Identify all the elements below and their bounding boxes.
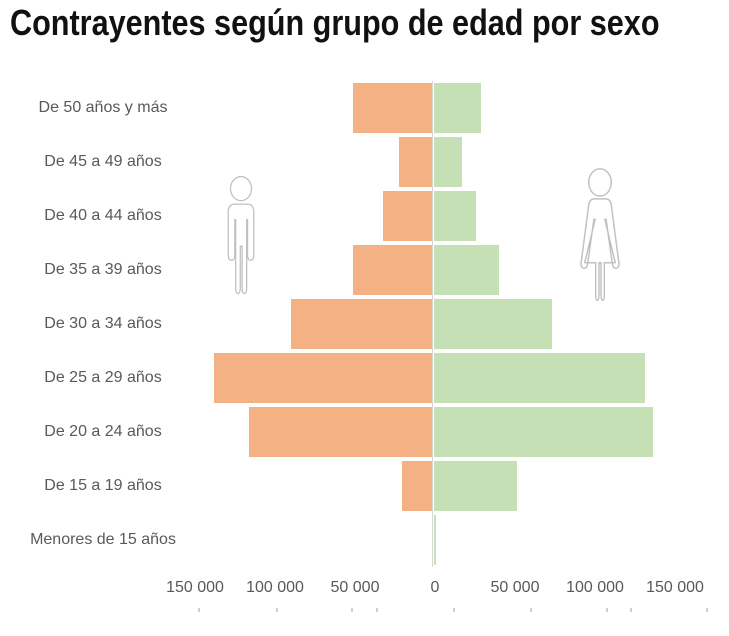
male-bar — [213, 353, 433, 403]
axis-minor-tick — [453, 608, 455, 612]
pyramid-row: De 30 a 34 años — [0, 297, 729, 351]
pyramid-row: Menores de 15 años — [0, 513, 729, 567]
male-bar — [353, 245, 433, 295]
male-bar — [398, 137, 433, 187]
female-bar — [434, 191, 477, 241]
category-label: De 50 años y más — [38, 99, 168, 116]
male-bar — [353, 83, 433, 133]
category-label: De 40 a 44 años — [44, 207, 162, 224]
male-bar — [401, 461, 433, 511]
pyramid-row: De 35 a 39 años — [0, 243, 729, 297]
female-bar — [434, 353, 646, 403]
pyramid-row: De 50 años y más — [0, 81, 729, 135]
male-bar — [290, 299, 433, 349]
axis-minor-tick — [376, 608, 378, 612]
female-bar — [434, 461, 518, 511]
x-axis-tick-label: 150 000 — [646, 579, 704, 596]
female-bar — [434, 137, 462, 187]
axis-minor-tick — [630, 608, 632, 612]
female-bar — [434, 245, 499, 295]
zero-axis-line — [432, 81, 433, 567]
pyramid-row: De 45 a 49 años — [0, 135, 729, 189]
x-axis-tick-label: 100 000 — [246, 579, 304, 596]
axis-minor-tick — [276, 608, 278, 612]
pyramid-row: De 25 a 29 años — [0, 351, 729, 405]
x-axis-tick-label: 50 000 — [490, 579, 540, 596]
female-bar — [434, 407, 654, 457]
x-axis-minor-ticks — [0, 608, 729, 614]
category-label: De 15 a 19 años — [44, 477, 162, 494]
x-axis: 150 000 100 000 50 000 0 50 000 100 000 150 00… — [0, 579, 729, 599]
category-label: De 35 a 39 años — [44, 261, 162, 278]
category-label: De 45 a 49 años — [44, 153, 162, 170]
x-axis-tick-label: 150 000 — [166, 579, 224, 596]
axis-minor-tick — [606, 608, 608, 612]
chart-title: Contrayentes según grupo de edad por sex… — [10, 2, 660, 43]
pyramid-row: De 15 a 19 años — [0, 459, 729, 513]
category-label: De 25 a 29 años — [44, 369, 162, 386]
category-label: Menores de 15 años — [30, 531, 176, 548]
plot-area: De 50 años y más De 45 a 49 años De 40 a 4… — [0, 81, 729, 567]
male-icon — [220, 168, 262, 306]
female-icon — [573, 168, 627, 306]
x-axis-tick-label: 50 000 — [330, 579, 380, 596]
axis-minor-tick — [198, 608, 200, 612]
male-bar — [383, 191, 433, 241]
axis-minor-tick — [706, 608, 708, 612]
category-label: De 20 a 24 años — [44, 423, 162, 440]
male-bar — [249, 407, 433, 457]
category-label: De 30 a 34 años — [44, 315, 162, 332]
axis-minor-tick — [530, 608, 532, 612]
female-bar — [434, 299, 553, 349]
x-axis-tick-label: 100 000 — [566, 579, 624, 596]
female-bar — [434, 83, 482, 133]
female-bar — [434, 515, 436, 565]
axis-minor-tick — [351, 608, 353, 612]
pyramid-row: De 40 a 44 años — [0, 189, 729, 243]
x-axis-tick-label: 0 — [430, 579, 440, 596]
pyramid-row: De 20 a 24 años — [0, 405, 729, 459]
